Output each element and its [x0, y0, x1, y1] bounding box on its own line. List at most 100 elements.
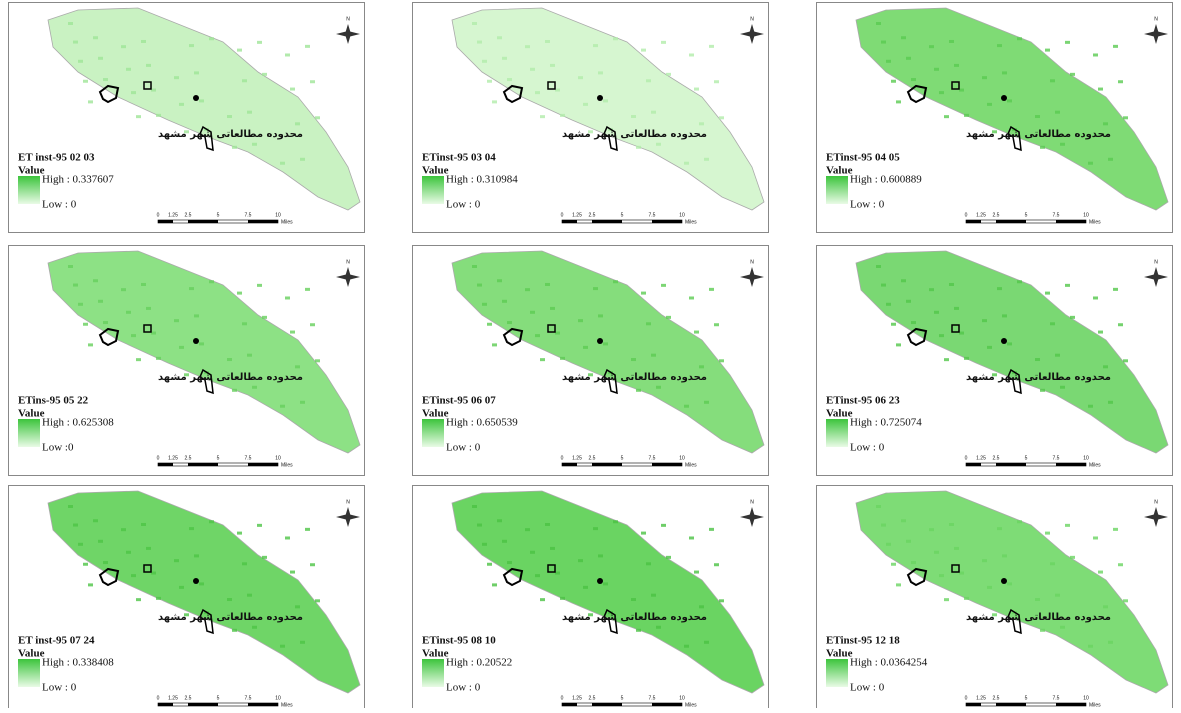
field-patch	[305, 45, 310, 48]
field-patch	[987, 346, 992, 349]
field-patch	[906, 57, 911, 60]
site-dot	[193, 338, 199, 344]
scale-unit: Miles	[1089, 702, 1101, 708]
scale-segment	[966, 220, 981, 223]
field-patch	[492, 583, 497, 586]
legend-heading: Value	[826, 165, 853, 177]
field-patch	[290, 571, 295, 574]
field-patch	[964, 597, 969, 600]
field-patch	[295, 605, 300, 608]
legend-high: High : 0.20522	[446, 657, 512, 669]
field-patch	[906, 300, 911, 303]
scale-segment	[188, 463, 218, 466]
scale-label: 0	[965, 695, 968, 701]
panel-label: ETins-95 05 22	[18, 395, 89, 407]
scale-segment	[652, 463, 682, 466]
north-label: N	[1154, 259, 1158, 265]
field-patch	[482, 60, 487, 63]
field-patch	[939, 574, 944, 577]
scale-unit: Miles	[685, 462, 697, 468]
scale-label: 5	[621, 695, 624, 701]
field-patch	[714, 80, 719, 83]
legend-low: Low : 0	[446, 442, 481, 454]
field-patch	[1060, 626, 1065, 629]
field-patch	[242, 562, 247, 565]
field-patch	[934, 311, 939, 314]
field-patch	[73, 41, 78, 44]
field-patch	[1035, 358, 1040, 361]
field-patch	[1007, 342, 1012, 345]
field-patch	[1060, 143, 1065, 146]
field-patch	[146, 64, 151, 67]
scale-label: 1.25	[976, 695, 986, 701]
scale-segment	[248, 220, 278, 223]
field-patch	[891, 563, 896, 566]
field-patch	[603, 99, 608, 102]
scale-segment	[1056, 463, 1086, 466]
field-patch	[482, 543, 487, 546]
field-patch	[906, 540, 911, 543]
field-patch	[189, 527, 194, 530]
field-patch	[578, 559, 583, 562]
field-patch	[1065, 41, 1070, 44]
scale-segment	[592, 220, 622, 223]
scale-segment	[592, 703, 622, 706]
scale-label: 5	[1025, 455, 1028, 461]
field-patch	[88, 343, 93, 346]
field-patch	[876, 22, 881, 25]
scale-label: 10	[1083, 695, 1089, 701]
field-patch	[1045, 532, 1050, 535]
legend-low: Low :0	[42, 442, 74, 454]
field-patch	[315, 116, 320, 119]
scale-label: 0	[561, 455, 564, 461]
scale-segment	[592, 463, 622, 466]
field-patch	[305, 528, 310, 531]
field-patch	[1035, 115, 1040, 118]
field-patch	[121, 288, 126, 291]
legend-ramp	[18, 419, 40, 447]
field-patch	[1113, 45, 1118, 48]
scale-segment	[652, 220, 682, 223]
field-patch	[477, 41, 482, 44]
scale-label: 2.5	[589, 455, 596, 461]
panel-title: محدوده مطالعاتی شهر مشهد	[158, 129, 303, 140]
scale-segment	[996, 703, 1026, 706]
field-patch	[651, 594, 656, 597]
field-patch	[88, 583, 93, 586]
field-patch	[83, 323, 88, 326]
field-patch	[507, 78, 512, 81]
panel-title: محدوده مطالعاتی شهر مشهد	[966, 129, 1111, 140]
legend-high: High : 0.337607	[42, 174, 114, 186]
legend-heading: Value	[826, 408, 853, 420]
field-patch	[666, 73, 671, 76]
legend-heading: Value	[18, 165, 45, 177]
field-patch	[237, 532, 242, 535]
field-patch	[704, 158, 709, 161]
field-patch	[982, 76, 987, 79]
field-patch	[954, 307, 959, 310]
field-patch	[593, 287, 598, 290]
scale-label: 5	[217, 695, 220, 701]
panel-label: ETinst-95 06 23	[826, 395, 900, 407]
field-patch	[876, 505, 881, 508]
field-patch	[719, 116, 724, 119]
field-patch	[156, 357, 161, 360]
field-patch	[540, 115, 545, 118]
field-patch	[631, 115, 636, 118]
north-label: N	[346, 499, 350, 505]
field-patch	[1123, 116, 1128, 119]
field-patch	[131, 574, 136, 577]
field-patch	[93, 36, 98, 39]
field-patch	[593, 44, 598, 47]
field-patch	[315, 359, 320, 362]
field-patch	[929, 45, 934, 48]
field-patch	[280, 162, 285, 165]
legend-low: Low : 0	[850, 199, 885, 211]
scale-label: 2.5	[993, 695, 1000, 701]
field-patch	[656, 626, 661, 629]
field-patch	[714, 563, 719, 566]
field-patch	[194, 71, 199, 74]
field-patch	[934, 68, 939, 71]
field-patch	[1017, 37, 1022, 40]
